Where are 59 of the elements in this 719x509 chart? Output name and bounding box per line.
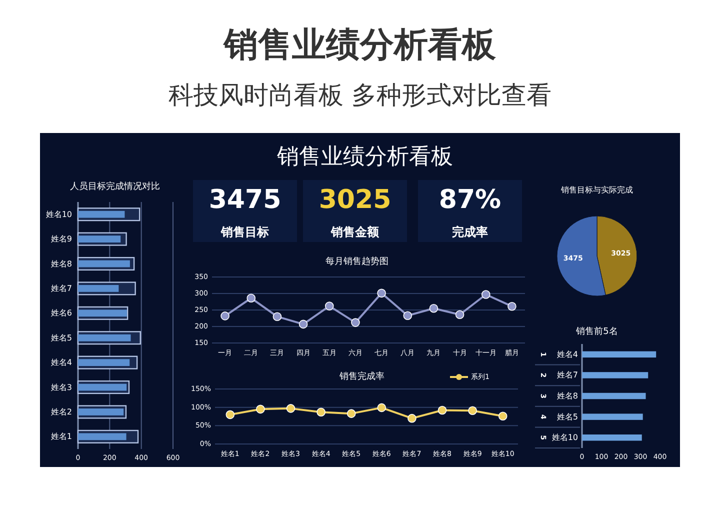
y-tick-label: 姓名5 [556, 412, 578, 422]
point [286, 404, 296, 413]
point [226, 410, 235, 420]
chart-title: 销售目标与实际完成 [560, 186, 633, 194]
bar [78, 210, 125, 218]
text: 3475 [208, 185, 282, 215]
point [351, 318, 360, 327]
point [220, 312, 230, 320]
point [508, 302, 516, 311]
text: 科技风时尚看板 多种形式对比查看 [168, 80, 552, 110]
bar [582, 351, 656, 358]
point [377, 403, 386, 412]
point [377, 288, 386, 298]
point [429, 304, 438, 313]
y-tick-label: 姓名1 [50, 432, 72, 442]
bar [582, 372, 648, 378]
point [481, 290, 490, 299]
bar [78, 433, 126, 440]
y-tick-label: 姓名8 [556, 392, 578, 400]
point [256, 404, 265, 414]
point [403, 311, 412, 320]
bar [78, 334, 131, 342]
point [272, 312, 282, 321]
point [455, 310, 464, 320]
bar [582, 392, 646, 400]
y-tick-label: 姓名10 [46, 210, 72, 219]
y-tick-label: 姓名8 [50, 259, 72, 268]
y-tick-label: 姓名4 [50, 358, 72, 368]
text: 销售金额 [330, 225, 380, 239]
chart-title: 销售完成率 [338, 371, 384, 382]
point [498, 412, 508, 421]
point [324, 302, 334, 310]
chart-title: 人员目标完成情况对比 [70, 181, 160, 192]
bar [582, 414, 643, 420]
point [438, 406, 447, 415]
point [246, 294, 256, 303]
point [298, 320, 308, 329]
y-tick-label: 姓名9 [50, 234, 72, 244]
text: 完成率 [452, 225, 488, 239]
point [346, 409, 356, 418]
chart-title: 销售前5名 [575, 326, 618, 337]
y-tick-label: 姓名7 [556, 370, 578, 380]
text: 销售业绩分析看板 [222, 25, 497, 65]
y-tick-label: 姓名10 [552, 433, 578, 442]
point [408, 414, 416, 423]
y-tick-label: 姓名6 [50, 308, 72, 318]
text: 3025 [318, 185, 392, 215]
point [316, 408, 326, 416]
text: 87% [438, 185, 502, 215]
bar [582, 434, 642, 441]
bar [78, 284, 119, 292]
chart-title: 每月销售趋势图 [326, 256, 388, 267]
y-tick-label: 姓名2 [50, 407, 72, 416]
y-tick-label: 姓名7 [50, 284, 72, 293]
y-tick-label: 姓名3 [50, 382, 72, 392]
text: 销售目标 [220, 225, 269, 239]
point [468, 406, 477, 416]
text: 销售业绩分析看板 [276, 144, 453, 170]
y-tick-label: 姓名5 [50, 333, 72, 342]
